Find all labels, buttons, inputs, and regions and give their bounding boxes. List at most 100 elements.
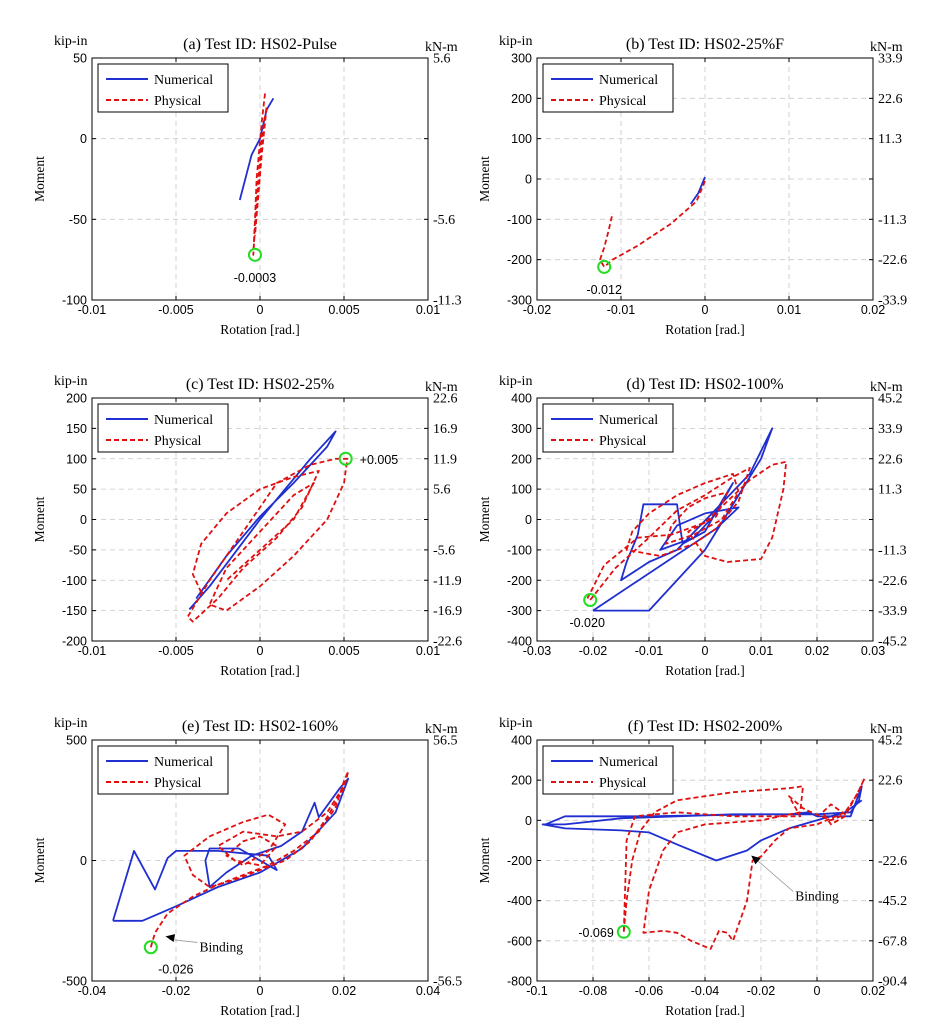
x-tick-label: -0.01 [635, 644, 664, 658]
series-numerical-line [238, 97, 275, 201]
series-physical-line [586, 460, 788, 601]
y-tick-label: -100 [62, 574, 87, 588]
chart-panel-e: -0.04 -0.02 0 0.02 0.04 -500 0 500 56.5 -56.5 (e) … [32, 716, 462, 1018]
series-physical-line [149, 770, 350, 948]
chart-title: (d) Test ID: HS02-100% [626, 376, 783, 393]
chart-title: (f) Test ID: HS02-200% [628, 718, 783, 735]
y-tick-label: 200 [511, 452, 532, 466]
x-tick-label: -0.02 [162, 984, 191, 998]
y-tick-label: -400 [507, 635, 532, 649]
x-tick-label: -0.01 [78, 303, 107, 317]
y-tick-label: 100 [66, 452, 87, 466]
x-tick-label: 0 [702, 303, 709, 317]
series-group [186, 430, 349, 623]
right-tick-label: -45.2 [878, 894, 907, 909]
legend-label: Physical [599, 776, 647, 791]
right-tick-label: -45.2 [878, 635, 907, 650]
right-tick-label: -22.6 [878, 253, 907, 268]
right-tick-label: 11.9 [433, 452, 457, 467]
y-axis-label: Moment [32, 496, 47, 542]
x-tick-label: -0.01 [607, 303, 636, 317]
series-numerical-line [188, 430, 337, 610]
legend-box [97, 63, 229, 113]
y-tick-label: 300 [511, 422, 532, 436]
y-tick-label: -400 [507, 894, 532, 908]
right-unit-label: kN-m [425, 380, 458, 395]
right-tick-label: -33.9 [878, 604, 907, 619]
callout-leader-line [754, 858, 794, 892]
right-tick-label: -16.9 [433, 604, 462, 619]
x-tick-label: 0 [257, 303, 264, 317]
y-tick-label: 200 [66, 392, 87, 406]
right-tick-label: -11.3 [433, 294, 462, 309]
right-unit-label: kN-m [870, 40, 903, 55]
right-unit-label: kN-m [870, 380, 903, 395]
y-tick-label: -150 [62, 604, 87, 618]
right-tick-label: 45.2 [878, 392, 903, 407]
right-tick-label: 11.3 [878, 132, 902, 147]
callout-leader-line [169, 939, 198, 943]
callout-arrowhead [751, 855, 761, 865]
y-tick-label: 0 [525, 173, 532, 187]
series-physical-line [252, 93, 268, 256]
legend-label: Physical [154, 776, 202, 791]
x-tick-label: 0.005 [328, 303, 359, 317]
legend-label: Numerical [154, 73, 213, 88]
callout-arrowhead [165, 934, 176, 942]
right-tick-label: 33.9 [878, 422, 903, 437]
x-tick-label: -0.005 [158, 644, 193, 658]
x-tick-label: -0.005 [158, 303, 193, 317]
right-tick-label: 16.9 [433, 422, 458, 437]
legend-label: Numerical [154, 413, 213, 428]
annotation-label: -0.012 [586, 283, 621, 297]
series-numerical-line [592, 427, 774, 612]
chart-panel-f: -0.1 -0.08 -0.06 -0.04 -0.02 0 0.02 -800 -600 -40… [477, 716, 907, 1018]
x-tick-label: -0.04 [691, 984, 720, 998]
y-tick-label: -200 [507, 854, 532, 868]
legend-box [542, 63, 674, 113]
legend: Numerical Physical [97, 403, 229, 453]
y-tick-label: 200 [511, 774, 532, 788]
legend-label: Physical [599, 434, 647, 449]
legend-box [542, 403, 674, 453]
y-tick-label: -100 [507, 543, 532, 557]
legend-label: Physical [599, 94, 647, 109]
y-tick-label: 100 [511, 483, 532, 497]
legend-label: Numerical [599, 73, 658, 88]
x-tick-label: 0 [257, 984, 264, 998]
x-tick-label: 0.02 [861, 984, 885, 998]
chart-title: (b) Test ID: HS02-25%F [626, 36, 784, 53]
series-group [238, 93, 275, 256]
right-unit-label: kN-m [425, 722, 458, 737]
left-unit-label: kip-in [499, 34, 532, 49]
series-numerical-line [689, 176, 706, 205]
series-group [112, 770, 350, 948]
y-axis-label: Moment [32, 837, 47, 883]
right-tick-label: -11.3 [878, 543, 907, 558]
legend-label: Physical [154, 94, 202, 109]
legend-box [97, 403, 229, 453]
x-axis-label: Rotation [rad.] [220, 1003, 299, 1018]
legend: Numerical Physical [542, 403, 674, 453]
left-unit-label: kip-in [499, 716, 532, 731]
x-tick-label: -0.03 [523, 644, 552, 658]
y-tick-label: 500 [66, 734, 87, 748]
x-tick-label: 0.04 [416, 984, 440, 998]
series-numerical-line [541, 785, 863, 862]
series-physical-line [599, 180, 706, 268]
highlight-marker [597, 259, 612, 274]
x-tick-label: 0.02 [805, 644, 829, 658]
y-tick-label: 0 [525, 513, 532, 527]
chart-title: (a) Test ID: HS02-Pulse [183, 36, 337, 53]
chart-panel-c: -0.01 -0.005 0 0.005 0.01 -200 -150 -100 -50 0 50 1… [32, 374, 462, 678]
y-tick-label: 50 [73, 483, 87, 497]
series-group [586, 427, 788, 612]
highlight-marker [247, 247, 262, 262]
right-tick-label: 22.6 [878, 92, 903, 107]
y-tick-label: 100 [511, 132, 532, 146]
annotation-label: -0.020 [569, 616, 604, 630]
y-tick-label: 400 [511, 392, 532, 406]
x-axis-label: Rotation [rad.] [665, 1003, 744, 1018]
x-tick-label: -0.02 [747, 984, 776, 998]
